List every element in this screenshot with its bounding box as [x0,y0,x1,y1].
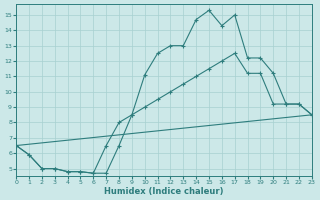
X-axis label: Humidex (Indice chaleur): Humidex (Indice chaleur) [104,187,224,196]
